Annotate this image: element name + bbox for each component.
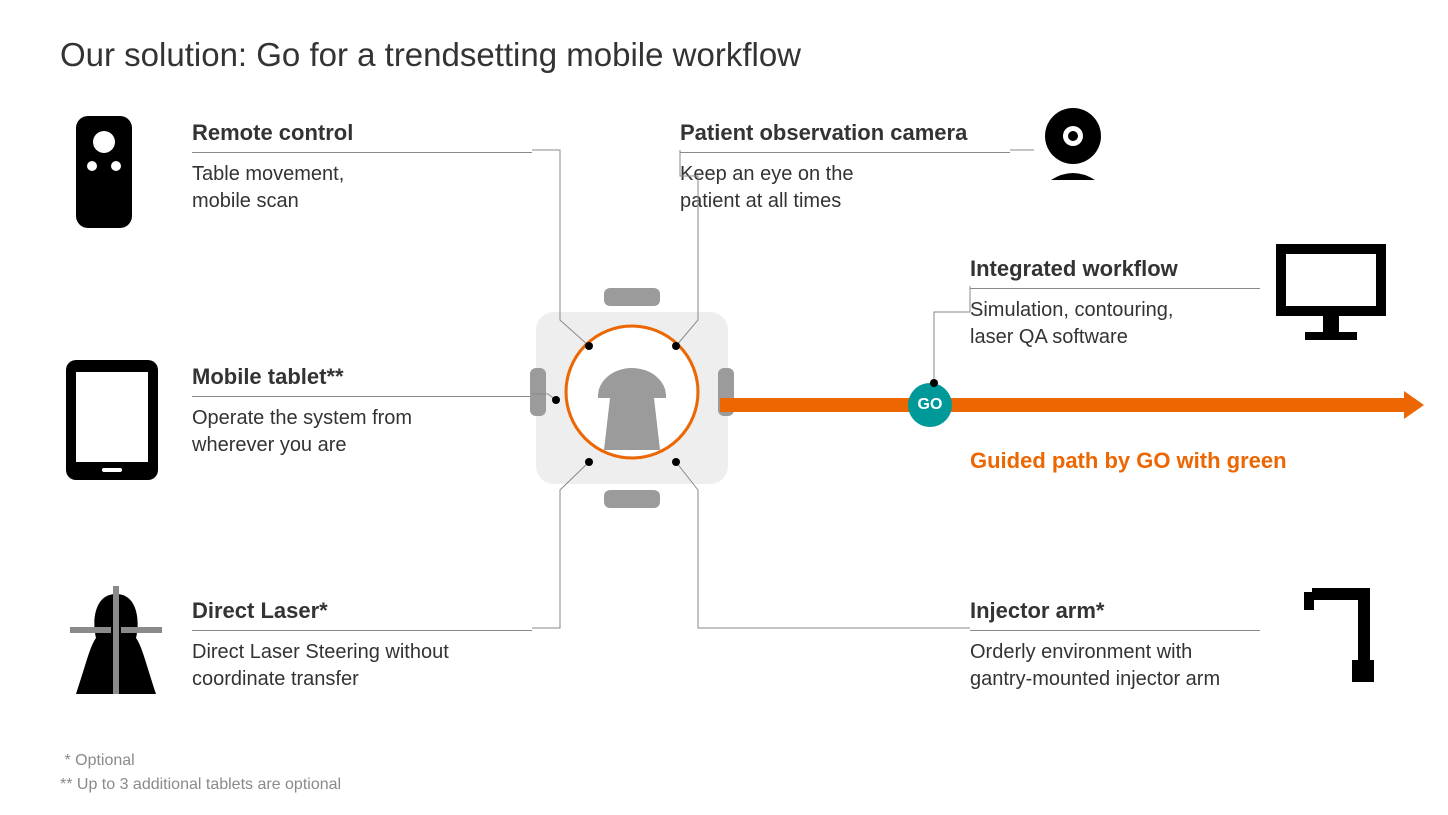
heading-injector: Injector arm* bbox=[970, 598, 1270, 624]
tablet-icon bbox=[66, 360, 158, 480]
rule bbox=[192, 396, 532, 397]
block-tablet: Mobile tablet** Operate the system from … bbox=[192, 364, 492, 459]
rule bbox=[192, 630, 532, 631]
block-remote: Remote control Table movement, mobile sc… bbox=[192, 120, 492, 215]
heading-tablet: Mobile tablet** bbox=[192, 364, 492, 390]
guided-path-label: Guided path by GO with green bbox=[970, 448, 1287, 474]
go-badge: GO bbox=[908, 383, 952, 427]
rule bbox=[680, 152, 1010, 153]
heading-remote: Remote control bbox=[192, 120, 492, 146]
block-camera: Patient observation camera Keep an eye o… bbox=[680, 120, 1000, 215]
ct-scanner-illustration bbox=[530, 288, 734, 508]
webcam-icon bbox=[1034, 106, 1112, 180]
head-crosshair-icon bbox=[70, 586, 162, 694]
desc-tablet: Operate the system from wherever you are bbox=[192, 405, 492, 459]
workflow-arrow bbox=[720, 385, 1424, 425]
injector-arm-icon bbox=[1300, 586, 1378, 696]
page-title: Our solution: Go for a trendsetting mobi… bbox=[60, 36, 801, 74]
desc-laser: Direct Laser Steering without coordinate… bbox=[192, 639, 492, 693]
block-injector: Injector arm* Orderly environment with g… bbox=[970, 598, 1270, 693]
desc-remote: Table movement, mobile scan bbox=[192, 161, 492, 215]
remote-control-icon bbox=[76, 116, 132, 228]
heading-laser: Direct Laser* bbox=[192, 598, 492, 624]
monitor-icon bbox=[1276, 244, 1386, 344]
rule bbox=[970, 630, 1260, 631]
go-label: GO bbox=[918, 396, 943, 414]
desc-camera: Keep an eye on the patient at all times bbox=[680, 161, 1000, 215]
desc-workflow: Simulation, contouring, laser QA softwar… bbox=[970, 297, 1270, 351]
rule bbox=[192, 152, 532, 153]
rule bbox=[970, 288, 1260, 289]
heading-workflow: Integrated workflow bbox=[970, 256, 1270, 282]
block-laser: Direct Laser* Direct Laser Steering with… bbox=[192, 598, 492, 693]
footnote-tablets: ** Up to 3 additional tablets are option… bbox=[60, 776, 341, 794]
desc-injector: Orderly environment with gantry-mounted … bbox=[970, 639, 1270, 693]
block-workflow: Integrated workflow Simulation, contouri… bbox=[970, 256, 1270, 351]
footnote-optional: * Optional bbox=[60, 752, 135, 770]
heading-camera: Patient observation camera bbox=[680, 120, 1000, 146]
